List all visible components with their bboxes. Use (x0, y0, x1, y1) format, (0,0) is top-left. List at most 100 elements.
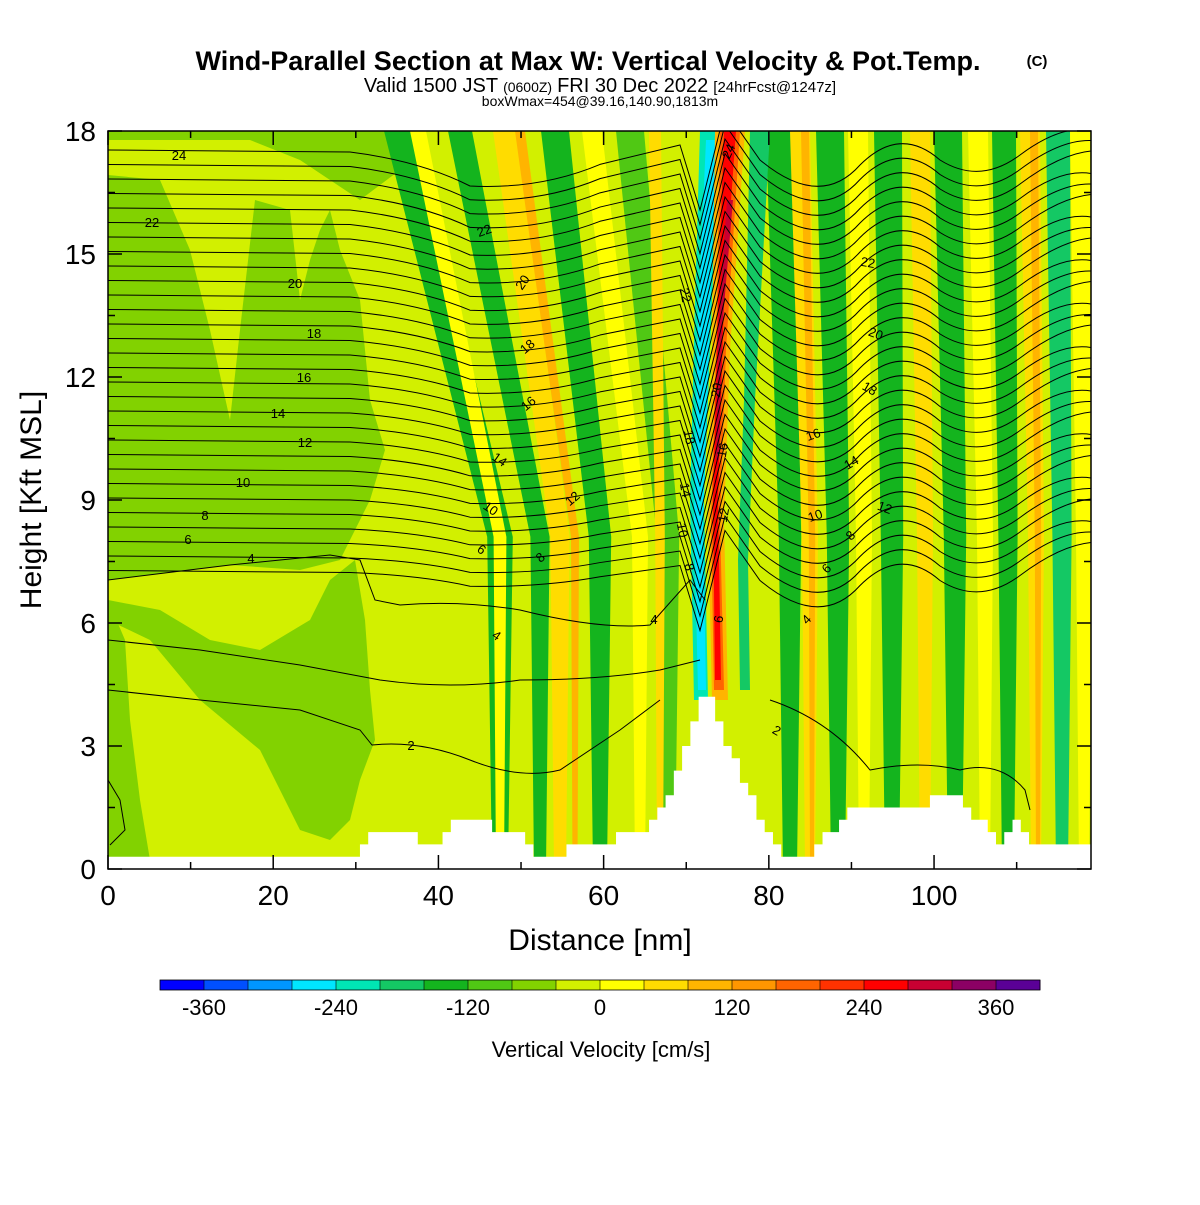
downdraft-band (448, 131, 550, 869)
theta-isoline (108, 514, 1091, 618)
x-tick-label: 80 (753, 880, 784, 911)
colorbar-swatch (292, 980, 337, 990)
contour-label: 10 (480, 498, 500, 519)
theta-isoline (108, 268, 1091, 372)
y-tick-label: 9 (80, 485, 96, 516)
contour-label: 6 (710, 614, 726, 624)
colorbar-swatch (600, 980, 645, 990)
colorbar-swatch (688, 980, 733, 990)
theta-isoline (108, 253, 1091, 357)
subtitle-valid: Valid 1500 JST (364, 75, 498, 97)
theta-isoline (108, 398, 1091, 502)
contour-label: 16 (804, 425, 823, 444)
theta-isoline (108, 166, 1091, 270)
contour-label: 18 (307, 326, 321, 341)
colorbar-swatch (556, 980, 601, 990)
theta-isoline (108, 413, 1091, 517)
theta-isoline (108, 689, 661, 774)
colorbar-swatch (644, 980, 689, 990)
contour-label: 22 (475, 221, 494, 240)
theta-isoline (108, 282, 1091, 386)
colorbar-swatch (424, 980, 469, 990)
theta-isoline (108, 500, 1091, 604)
contour-label: 4 (247, 551, 254, 566)
colorbar-tick-label: 120 (714, 995, 751, 1020)
colorbar-swatch (952, 980, 997, 990)
theta-isoline (108, 224, 1091, 328)
theta-isoline (108, 297, 1091, 401)
theta-isoline (108, 152, 1091, 256)
y-tick-label: 12 (65, 362, 96, 393)
chart-subtitle-2: boxWmax=454@39.16,140.90,1813m (482, 93, 718, 109)
contour-label: 4 (650, 612, 657, 627)
downdraft-band (541, 131, 612, 869)
terrain (108, 696, 1091, 869)
colorbar-swatch (864, 980, 909, 990)
theta-isoline (108, 471, 1091, 575)
y-tick-label: 15 (65, 239, 96, 270)
updraft-max (716, 200, 733, 460)
colorbar-swatch (996, 980, 1041, 990)
y-tick-label: 3 (80, 731, 96, 762)
updraft-band (515, 131, 579, 869)
contour-labels: 24 22 20 18 16 14 12 10 8 6 4 22 20 18 1… (145, 141, 894, 753)
y-axis: 0 3 6 9 12 15 18 (65, 116, 1091, 885)
colorbar-tick-label: -360 (182, 995, 226, 1020)
theta-isoline (108, 131, 1091, 227)
x-tick-label: 40 (423, 880, 454, 911)
contour-label: 2 (407, 738, 414, 753)
contour-label: 22 (859, 254, 876, 271)
velocity-region (108, 560, 375, 840)
contour-label: 16 (714, 442, 731, 459)
downdraft-band (816, 131, 850, 869)
colorbar-swatch (248, 980, 293, 990)
downdraft-right (738, 131, 770, 690)
theta-isoline (108, 340, 1091, 444)
x-tick-label: 0 (100, 880, 116, 911)
contour-label: 8 (681, 562, 697, 572)
plot-area: 24 22 20 18 16 14 12 10 8 6 4 22 20 18 1… (108, 131, 1091, 869)
velocity-region (108, 131, 400, 200)
contour-label: 20 (288, 276, 302, 291)
velocity-region (108, 600, 150, 860)
theta-isolines (108, 131, 1091, 846)
contour-label: 22 (145, 215, 159, 230)
theta-isoline (108, 639, 701, 686)
theta-isoline (108, 529, 1091, 633)
theta-isoline (108, 131, 1070, 212)
x-tick-label: 20 (258, 880, 289, 911)
colorbar-title: Vertical Velocity [cm/s] (492, 1037, 711, 1062)
contour-label: 18 (681, 429, 698, 446)
theta-isoline (108, 195, 1091, 299)
colorbar-swatch (776, 980, 821, 990)
colorbar-tick-label: 240 (846, 995, 883, 1020)
x-axis: 0 20 40 60 80 100 (100, 131, 1018, 911)
contour-label: 20 (512, 272, 533, 292)
contour-label: 10 (674, 522, 691, 539)
theta-isoline (108, 355, 1091, 459)
theta-isoline (769, 699, 1031, 811)
contour-label: 20 (866, 324, 885, 343)
theta-isoline (108, 485, 1091, 589)
theta-isoline (108, 456, 1091, 560)
contour-label: 10 (806, 506, 825, 525)
theta-isoline (108, 210, 1091, 314)
y-tick-label: 0 (80, 854, 96, 885)
downdraft-band (934, 131, 967, 869)
colorbar-tick-label: 360 (978, 995, 1015, 1020)
colorbar-swatch (512, 980, 557, 990)
contour-label: 12 (298, 435, 312, 450)
contour-label: 24 (172, 148, 186, 163)
theta-isoline (108, 369, 1091, 473)
contour-label: 24 (719, 141, 739, 160)
colorbar-swatch (732, 980, 777, 990)
theta-isoline (108, 311, 1091, 415)
updraft-band (410, 131, 507, 869)
subtitle-forecast: [24hrFcst@1247z] (713, 79, 836, 96)
contour-label: 20 (708, 382, 725, 399)
x-axis-title: Distance [nm] (508, 924, 691, 957)
contour-label: 14 (489, 449, 509, 470)
subtitle-zulu: (0600Z) (503, 79, 552, 95)
